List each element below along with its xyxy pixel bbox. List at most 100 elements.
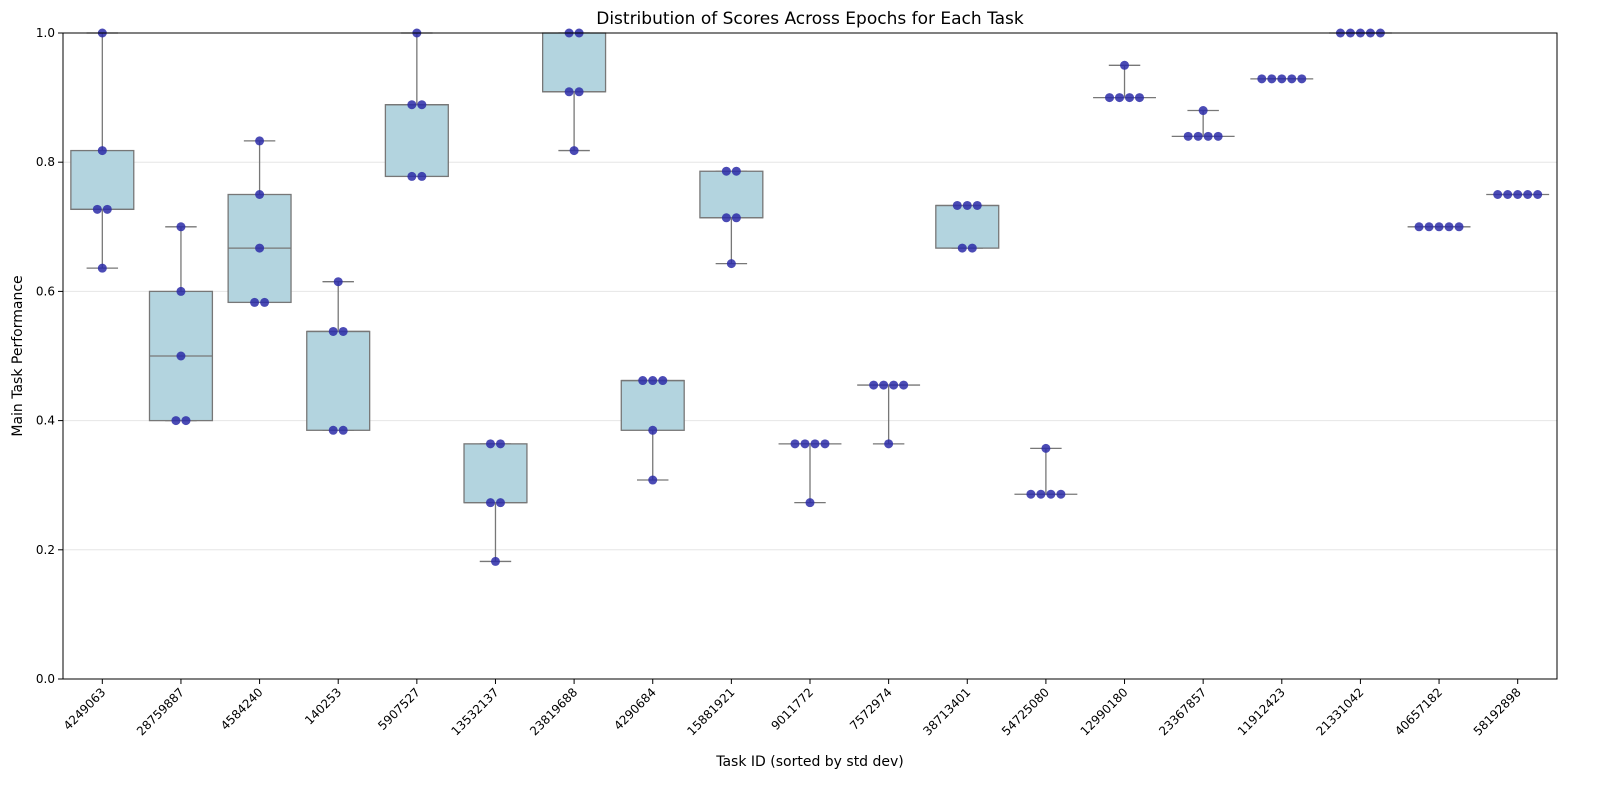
y-tick-label: 0.6 <box>36 284 55 298</box>
data-point <box>721 166 731 176</box>
data-point <box>1213 131 1223 141</box>
y-tick-label: 0.0 <box>36 672 55 686</box>
data-point <box>1297 74 1307 84</box>
x-tick-label: 4249063 <box>61 685 109 733</box>
data-point <box>1523 190 1533 199</box>
data-point <box>805 498 815 508</box>
data-point <box>171 416 181 426</box>
x-tick-label: 15881921 <box>684 685 737 738</box>
data-point <box>97 146 107 156</box>
data-point <box>648 475 658 485</box>
data-point <box>1277 74 1287 84</box>
data-point <box>884 439 894 449</box>
data-point <box>899 380 909 390</box>
data-point <box>1183 131 1193 141</box>
y-tick-label: 1.0 <box>36 26 55 40</box>
data-point <box>255 243 265 253</box>
x-tick-label: 5907527 <box>375 685 423 733</box>
data-point <box>1493 190 1503 199</box>
data-point <box>879 380 889 390</box>
data-point <box>338 326 348 336</box>
data-point <box>1444 222 1454 232</box>
x-tick-label: 58192898 <box>1471 685 1524 738</box>
data-point <box>1026 489 1036 499</box>
data-point <box>564 87 574 97</box>
data-point <box>1503 190 1513 199</box>
data-point <box>328 326 338 336</box>
data-point <box>407 171 417 181</box>
x-tick-label: 13532137 <box>449 685 502 738</box>
data-point <box>869 380 879 390</box>
data-point <box>485 439 495 449</box>
data-point <box>1454 222 1464 232</box>
data-point <box>176 222 186 232</box>
data-point <box>1203 131 1213 141</box>
x-axis-label: Task ID (sorted by std dev) <box>715 754 904 770</box>
plot-frame <box>62 32 1558 680</box>
x-tick-label: 4290684 <box>611 685 659 733</box>
data-point <box>967 243 977 253</box>
data-point <box>1046 489 1056 499</box>
data-point <box>638 376 648 386</box>
data-point <box>790 439 800 449</box>
data-point <box>1198 106 1208 116</box>
data-point <box>658 376 668 386</box>
data-point <box>1105 93 1115 103</box>
data-point <box>648 376 658 386</box>
data-point <box>181 416 191 426</box>
data-point <box>490 556 500 566</box>
data-point <box>1257 74 1267 84</box>
x-tick-label: 11912423 <box>1235 685 1288 738</box>
data-point <box>1533 190 1543 199</box>
data-point <box>255 136 265 146</box>
x-tick-label: 23367857 <box>1156 685 1209 738</box>
box <box>70 149 135 211</box>
data-point <box>1036 489 1046 499</box>
data-point <box>800 439 810 449</box>
data-point <box>1115 93 1125 103</box>
box <box>306 330 371 431</box>
data-point <box>810 439 820 449</box>
data-point <box>820 439 830 449</box>
data-point <box>417 171 427 181</box>
data-point <box>889 380 899 390</box>
data-point <box>102 204 112 214</box>
x-tick-label: 54725080 <box>999 685 1052 738</box>
data-point <box>721 213 731 223</box>
data-point <box>495 498 505 508</box>
data-point <box>176 351 186 361</box>
data-point <box>260 297 270 307</box>
x-tick-label: 9011772 <box>768 685 816 733</box>
x-tick-label: 21331042 <box>1313 685 1366 738</box>
data-point <box>333 277 343 287</box>
data-point <box>648 425 658 435</box>
data-point <box>972 200 982 210</box>
data-point <box>485 498 495 508</box>
data-point <box>726 259 736 269</box>
x-tick-label: 12990180 <box>1078 685 1131 738</box>
data-point <box>1267 74 1277 84</box>
x-tick-label: 40657182 <box>1392 685 1445 738</box>
data-point <box>1193 131 1203 141</box>
data-point <box>1414 222 1424 232</box>
data-point <box>731 213 741 223</box>
box <box>463 443 528 504</box>
data-point <box>1513 190 1523 199</box>
y-tick-label: 0.2 <box>36 543 55 557</box>
x-tick-label: 28759887 <box>134 685 187 738</box>
chart-title: Distribution of Scores Across Epochs for… <box>596 9 1024 29</box>
data-point <box>1041 443 1051 453</box>
box <box>620 379 685 431</box>
data-point <box>97 263 107 273</box>
box <box>542 32 607 93</box>
x-tick-label: 7572974 <box>847 685 895 733</box>
y-tick-label: 0.4 <box>36 414 55 428</box>
data-point <box>495 439 505 449</box>
box <box>699 170 764 219</box>
box <box>935 204 1000 249</box>
y-axis-label: Main Task Performance <box>10 275 26 436</box>
x-tick-label: 4584240 <box>218 685 266 733</box>
data-point <box>957 243 967 253</box>
data-point <box>731 166 741 176</box>
